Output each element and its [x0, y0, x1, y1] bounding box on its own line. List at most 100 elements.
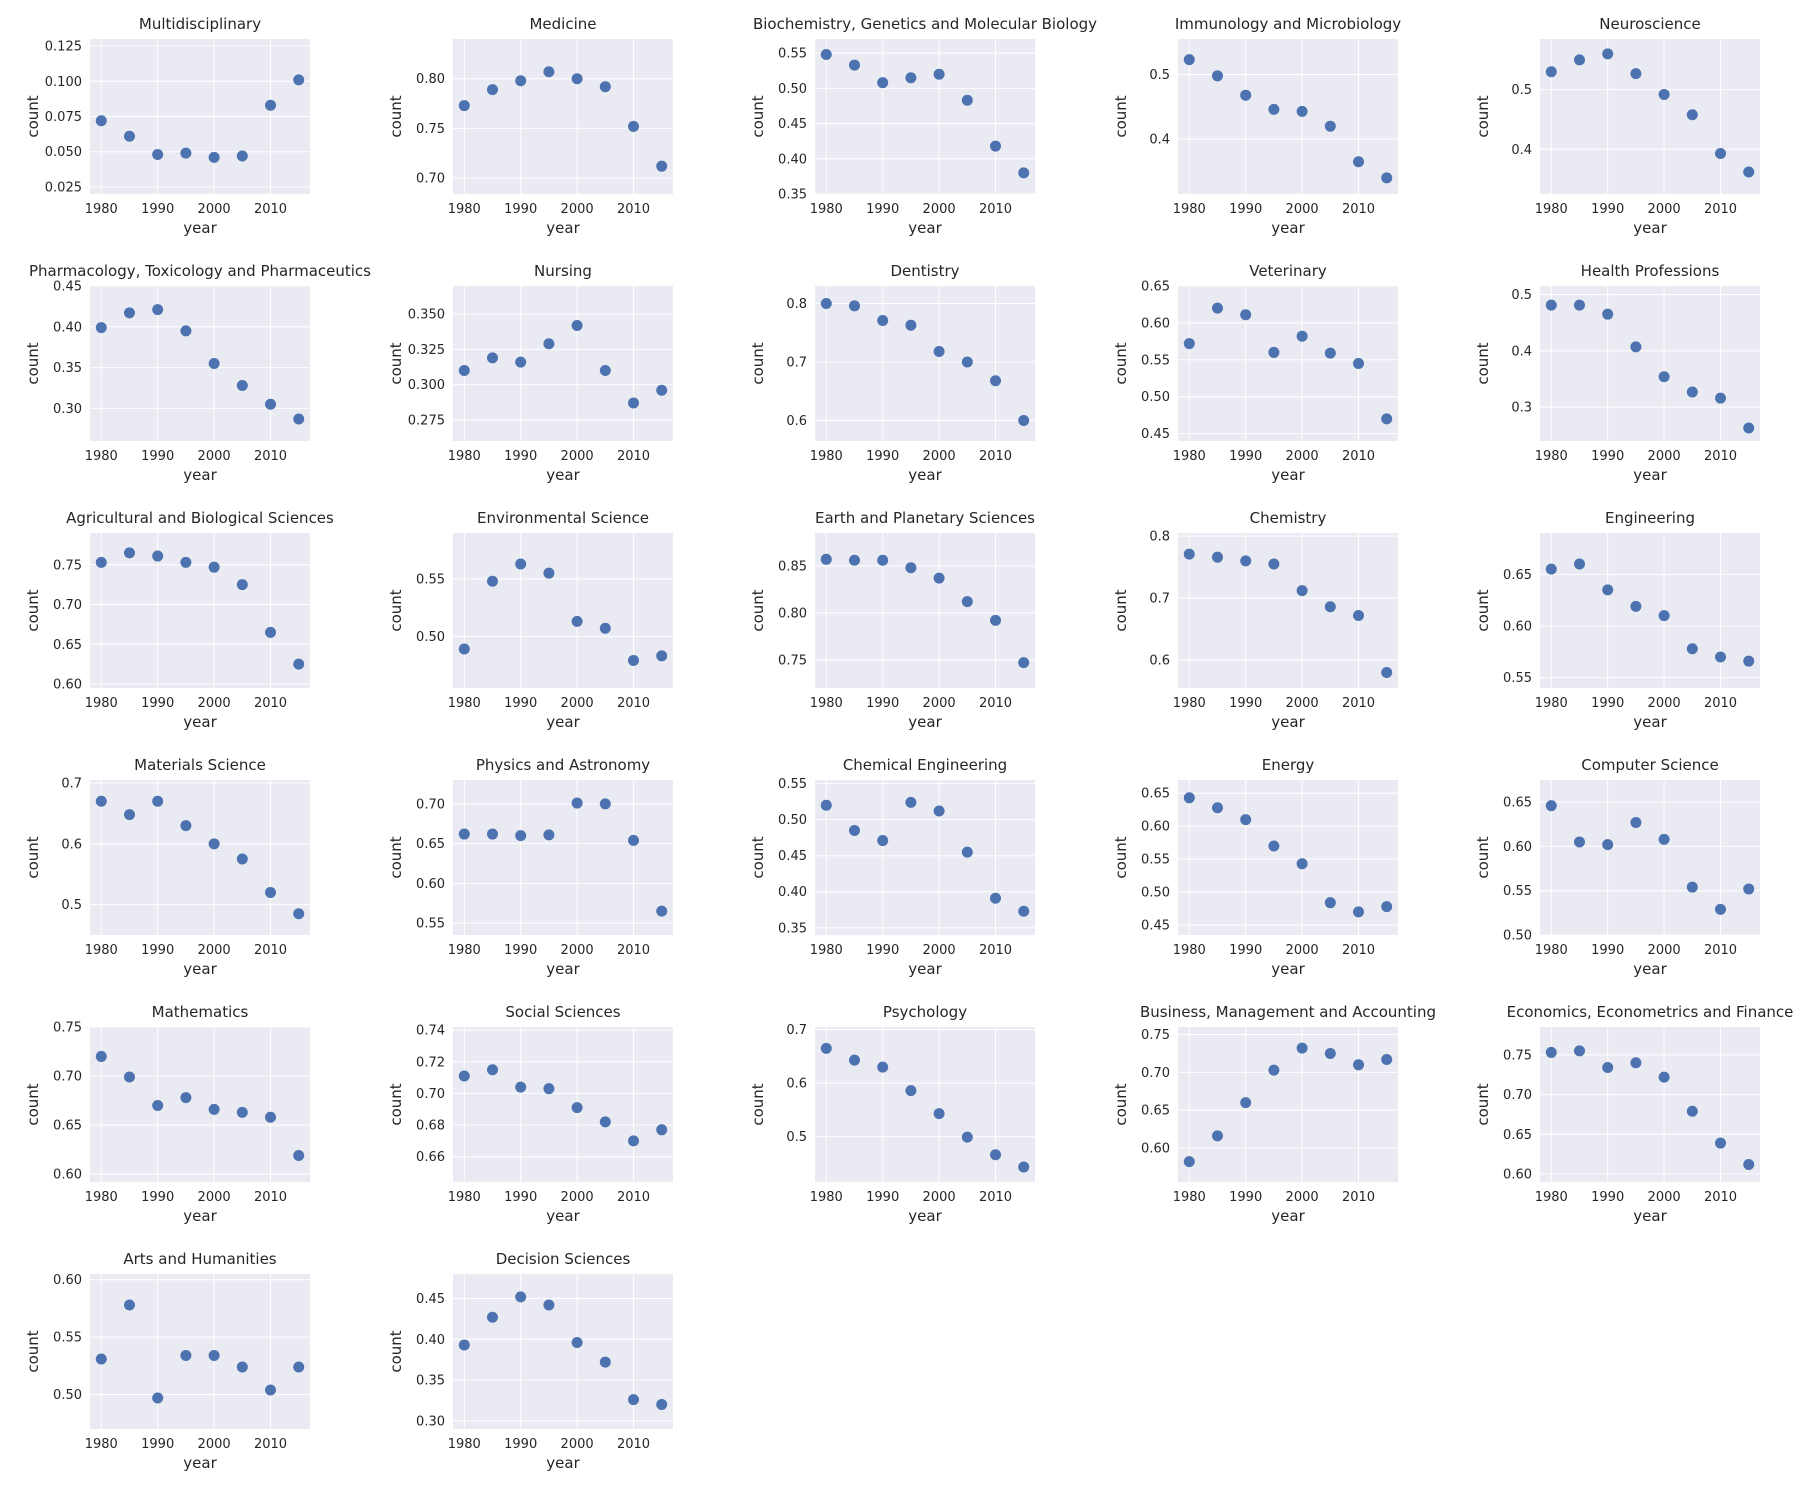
data-point: [543, 66, 555, 78]
y-tick-label: 0.4: [1511, 344, 1532, 359]
data-point: [1381, 172, 1393, 184]
y-tick-label: 0.5: [61, 898, 82, 913]
y-axis-label: count: [1474, 342, 1492, 384]
x-tick-label: 1980: [448, 449, 481, 464]
x-tick-label: 2000: [561, 943, 594, 958]
x-tick-label: 1990: [1591, 943, 1624, 958]
data-point: [1353, 906, 1365, 918]
data-point: [1602, 48, 1614, 60]
x-tick-label: 2000: [561, 696, 594, 711]
data-point: [571, 1337, 583, 1349]
data-point: [905, 319, 917, 331]
plot-background: [815, 780, 1035, 935]
data-point: [656, 905, 668, 917]
y-tick-label: 0.6: [1149, 654, 1170, 669]
data-point: [1324, 347, 1336, 359]
data-point: [1324, 120, 1336, 132]
data-point: [1240, 1097, 1252, 1109]
data-point: [515, 356, 527, 368]
y-tick-label: 0.6: [61, 837, 82, 852]
data-point: [990, 140, 1002, 152]
data-point: [1240, 89, 1252, 101]
data-point: [1353, 156, 1365, 168]
data-point: [95, 556, 107, 568]
x-tick-label: 2000: [1648, 696, 1681, 711]
y-tick-label: 0.45: [1141, 919, 1170, 934]
data-point: [1715, 147, 1727, 159]
plot-background: [453, 780, 673, 935]
data-point: [571, 1102, 583, 1114]
y-tick-label: 0.65: [1503, 1128, 1532, 1143]
data-point: [458, 828, 470, 840]
x-tick-label: 1990: [1591, 1190, 1624, 1205]
y-tick-label: 0.60: [416, 877, 445, 892]
x-tick-label: 2000: [198, 449, 231, 464]
x-tick-label: 1980: [448, 1190, 481, 1205]
y-tick-label: 0.80: [778, 606, 807, 621]
chart-title: Economics, Econometrics and Finance: [1507, 1003, 1794, 1021]
data-point: [543, 338, 555, 350]
y-tick-label: 0.85: [778, 559, 807, 574]
data-point: [208, 1350, 220, 1362]
data-point: [1296, 858, 1308, 870]
x-tick-label: 1980: [1173, 1190, 1206, 1205]
data-point: [933, 572, 945, 584]
x-tick-label: 2010: [617, 202, 650, 217]
y-axis-label: count: [1474, 589, 1492, 631]
data-point: [571, 73, 583, 85]
data-point: [1183, 792, 1195, 804]
data-point: [1686, 1105, 1698, 1117]
y-tick-label: 0.55: [416, 572, 445, 587]
data-point: [1018, 415, 1030, 427]
x-tick-label: 2000: [923, 1190, 956, 1205]
y-tick-label: 0.50: [1141, 886, 1170, 901]
data-point: [628, 834, 640, 846]
y-axis-label: count: [24, 1083, 42, 1125]
chart-title: Immunology and Microbiology: [1175, 15, 1401, 33]
data-point: [1353, 358, 1365, 369]
x-axis-label: year: [183, 960, 217, 978]
data-point: [990, 892, 1002, 904]
data-point: [1715, 392, 1727, 404]
x-tick-label: 1980: [448, 1437, 481, 1452]
x-tick-label: 1990: [141, 1437, 174, 1452]
data-point: [123, 307, 135, 319]
x-tick-label: 2000: [198, 696, 231, 711]
y-tick-label: 0.50: [778, 82, 807, 97]
y-tick-label: 0.75: [1503, 1048, 1532, 1063]
data-point: [265, 1111, 277, 1123]
x-tick-label: 1990: [504, 202, 537, 217]
data-point: [515, 75, 527, 87]
data-point: [236, 380, 248, 392]
plot-background: [90, 1027, 310, 1182]
data-point: [1211, 551, 1223, 563]
y-axis-label: count: [387, 342, 405, 384]
data-point: [95, 115, 107, 127]
data-point: [571, 319, 583, 331]
data-point: [123, 809, 135, 821]
y-tick-label: 0.7: [786, 356, 807, 371]
y-tick-label: 0.7: [61, 777, 82, 792]
y-axis-label: count: [387, 589, 405, 631]
x-tick-label: 2010: [617, 1190, 650, 1205]
x-tick-label: 2010: [617, 943, 650, 958]
data-point: [990, 1149, 1002, 1161]
data-point: [961, 94, 973, 106]
data-point: [1296, 105, 1308, 117]
chart-title: Decision Sciences: [496, 1250, 631, 1268]
data-point: [1296, 585, 1308, 597]
data-point: [208, 561, 220, 573]
data-point: [458, 1339, 470, 1351]
x-tick-label: 1980: [448, 202, 481, 217]
data-point: [656, 384, 668, 396]
data-point: [656, 650, 668, 662]
data-point: [293, 1150, 305, 1162]
chart-title: Chemical Engineering: [843, 756, 1007, 774]
y-tick-label: 0.5: [1149, 68, 1170, 83]
data-point: [1268, 840, 1280, 852]
data-point: [1240, 309, 1252, 321]
data-point: [961, 356, 973, 368]
x-tick-label: 1980: [810, 202, 843, 217]
x-axis-label: year: [908, 713, 942, 731]
y-tick-label: 0.55: [53, 1331, 82, 1346]
